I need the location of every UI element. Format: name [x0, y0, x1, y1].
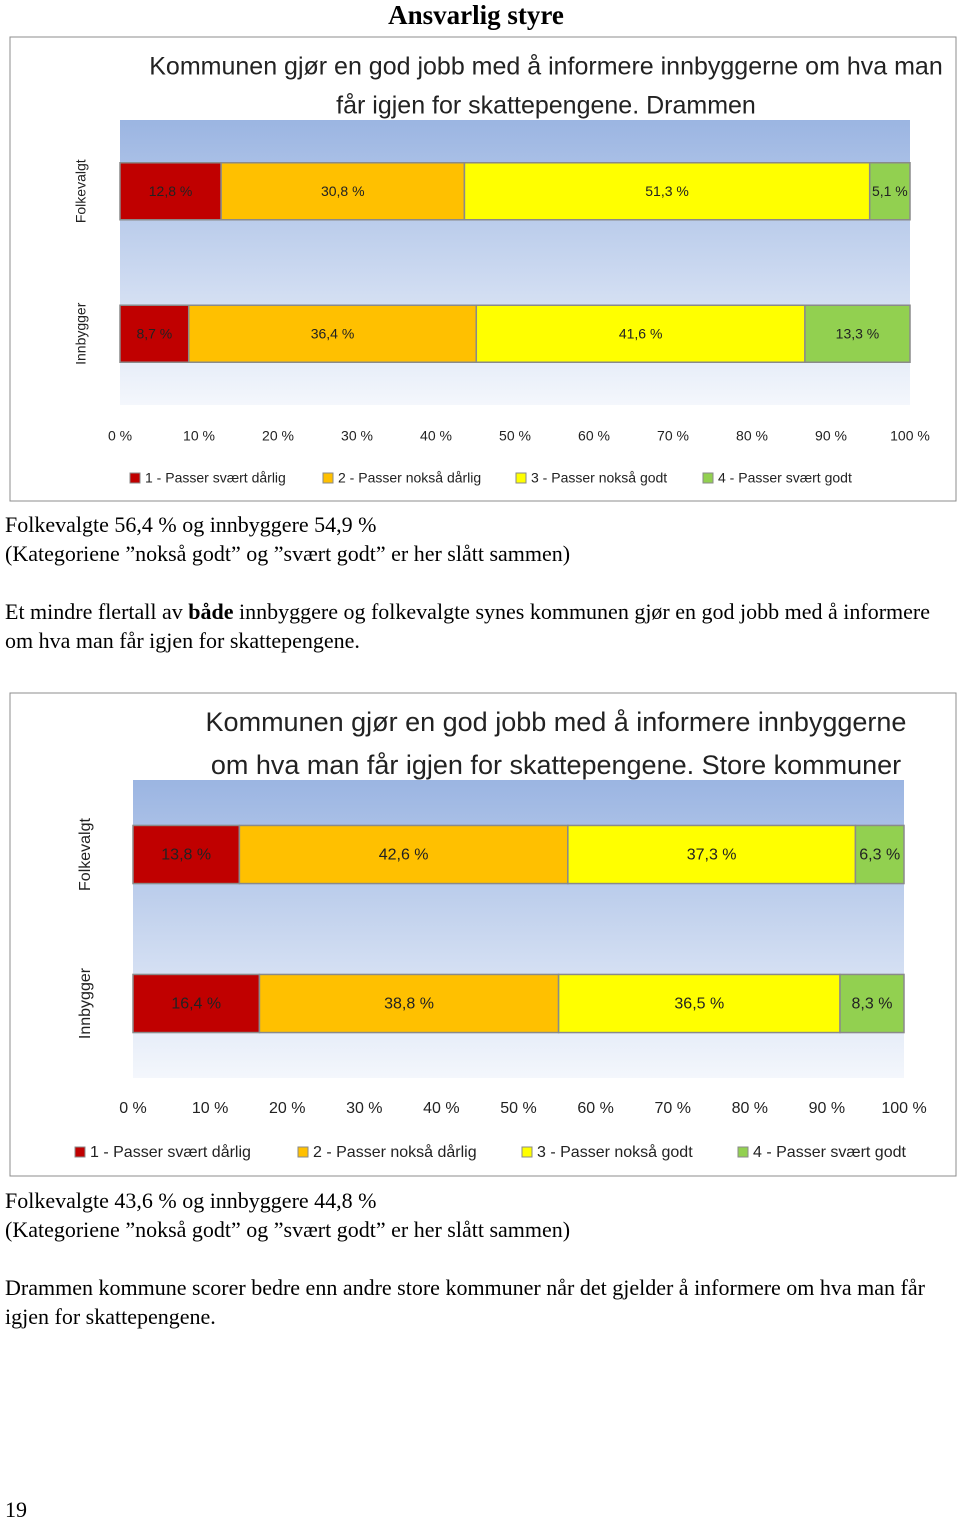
x-tick-label: 10 %	[192, 1100, 228, 1117]
bar-segment	[258, 973, 560, 1034]
legend-label: 2 - Passer nokså dårlig	[313, 1143, 477, 1161]
data-label: 13,8 %	[161, 847, 211, 864]
data-label: 42,6 %	[379, 847, 429, 864]
body: Drammen kommune scorer bedre enn andre s…	[5, 1275, 925, 1329]
x-tick-label: 60 %	[578, 428, 610, 444]
bar-segment	[557, 973, 841, 1034]
category-label: Folkevalgt	[73, 159, 89, 223]
data-label: 16,4 %	[171, 996, 221, 1013]
legend-swatch	[521, 1146, 533, 1158]
bar-segment	[132, 824, 241, 885]
x-tick-label: 100 %	[881, 1100, 926, 1117]
x-tick-label: 40 %	[420, 428, 452, 444]
legend-label: 4 - Passer svært godt	[753, 1144, 907, 1161]
bar-segment	[463, 162, 871, 221]
heading: Ansvarlig styre	[388, 0, 564, 30]
x-tick-label: 70 %	[654, 1100, 690, 1117]
data-label: 37,3 %	[687, 847, 737, 864]
x-tick-label: 30 %	[346, 1100, 382, 1117]
bar-segment	[804, 304, 911, 363]
x-tick-label: 90 %	[815, 428, 847, 444]
category-label: Folkevalgt	[77, 817, 94, 890]
text-block: Folkevalgte 43,6 % og innbyggere 44,8 % …	[5, 1186, 955, 1331]
legend-label: 1 - Passer svært dårlig	[90, 1143, 251, 1161]
category-label: Innbygger	[77, 967, 94, 1039]
x-tick-label: 0 %	[108, 428, 132, 444]
x-tick-label: 20 %	[269, 1100, 305, 1117]
legend-swatch	[74, 1146, 86, 1158]
x-tick-label: 40 %	[423, 1100, 459, 1117]
legend-swatch	[322, 472, 334, 484]
bar-segment	[238, 824, 569, 885]
x-tick-label: 30 %	[341, 428, 373, 444]
data-label: 36,5 %	[674, 996, 724, 1013]
data-label: 13,3 %	[836, 325, 880, 341]
legend-swatch	[515, 472, 527, 484]
bar-segment	[839, 973, 905, 1034]
bar-segment	[119, 304, 190, 363]
x-tick-label: 50 %	[500, 1100, 536, 1117]
chart-title: Kommunen gjør en god jobb med å informer…	[149, 53, 943, 81]
bar-segment	[187, 304, 478, 363]
data-label: 41,6 %	[619, 325, 663, 341]
legend-swatch	[129, 472, 141, 484]
legend-label: 2 - Passer nokså dårlig	[338, 470, 481, 486]
x-tick-label: 60 %	[577, 1100, 613, 1117]
legend-swatch	[737, 1146, 749, 1158]
x-tick-label: 70 %	[657, 428, 689, 444]
x-tick-label: 20 %	[262, 428, 294, 444]
chart: Kommunen gjør en god jobb med å informer…	[9, 36, 957, 502]
data-label: 8,3 %	[852, 996, 893, 1013]
text-block: Folkevalgte 56,4 % og innbyggere 54,9 % …	[5, 510, 955, 655]
data-label: 8,7 %	[136, 325, 172, 341]
bar-segment	[119, 162, 222, 221]
bar-segment	[132, 973, 261, 1034]
chart-title: får igjen for skattepengene. Drammen	[336, 92, 756, 120]
x-tick-label: 10 %	[183, 428, 215, 444]
summary: Folkevalgte 56,4 % og innbyggere 54,9 %	[5, 512, 377, 537]
summary: Folkevalgte 43,6 % og innbyggere 44,8 %	[5, 1188, 377, 1213]
note: (Kategoriene ”nokså godt” og ”svært godt…	[5, 1217, 571, 1242]
page-number: 19	[5, 1497, 27, 1522]
data-label: 5,1 %	[872, 183, 908, 199]
x-tick-label: 80 %	[732, 1100, 768, 1117]
legend-label: 3 - Passer nokså godt	[537, 1143, 693, 1161]
category-label: Innbygger	[73, 302, 89, 365]
data-label: 6,3 %	[859, 847, 900, 864]
body-text: Et mindre flertall av	[5, 599, 189, 624]
x-tick-label: 0 %	[119, 1100, 147, 1117]
data-label: 12,8 %	[149, 183, 193, 199]
chart-title: Kommunen gjør en god jobb med å informer…	[206, 707, 907, 737]
body: Et mindre flertall av både innbyggere og…	[5, 597, 955, 655]
legend-swatch	[702, 472, 714, 484]
note: (Kategoriene ”nokså godt” og ”svært godt…	[5, 541, 571, 566]
bar-segment	[220, 162, 466, 221]
data-label: 38,8 %	[384, 996, 434, 1013]
body-text: innbyggere og folkevalgte synes kommunen…	[5, 599, 931, 653]
bar-segment	[868, 162, 911, 221]
bar-segment	[567, 824, 857, 885]
legend-label: 1 - Passer svært dårlig	[145, 470, 286, 486]
x-tick-label: 80 %	[736, 428, 768, 444]
data-label: 30,8 %	[321, 183, 365, 199]
data-label: 36,4 %	[311, 325, 355, 341]
bar-segment	[475, 304, 806, 363]
x-tick-label: 90 %	[809, 1100, 845, 1117]
x-tick-label: 100 %	[890, 428, 930, 444]
legend-swatch	[297, 1146, 309, 1158]
legend-label: 3 - Passer nokså godt	[531, 470, 667, 486]
bar-segment	[854, 824, 905, 885]
x-tick-label: 50 %	[499, 428, 531, 444]
chart-title: om hva man får igjen for skattepengene. …	[211, 750, 901, 780]
chart: Kommunen gjør en god jobb med å informer…	[9, 692, 957, 1177]
data-label: 51,3 %	[645, 183, 689, 199]
body-emphasis: både	[188, 599, 234, 624]
legend-label: 4 - Passer svært godt	[718, 470, 852, 486]
